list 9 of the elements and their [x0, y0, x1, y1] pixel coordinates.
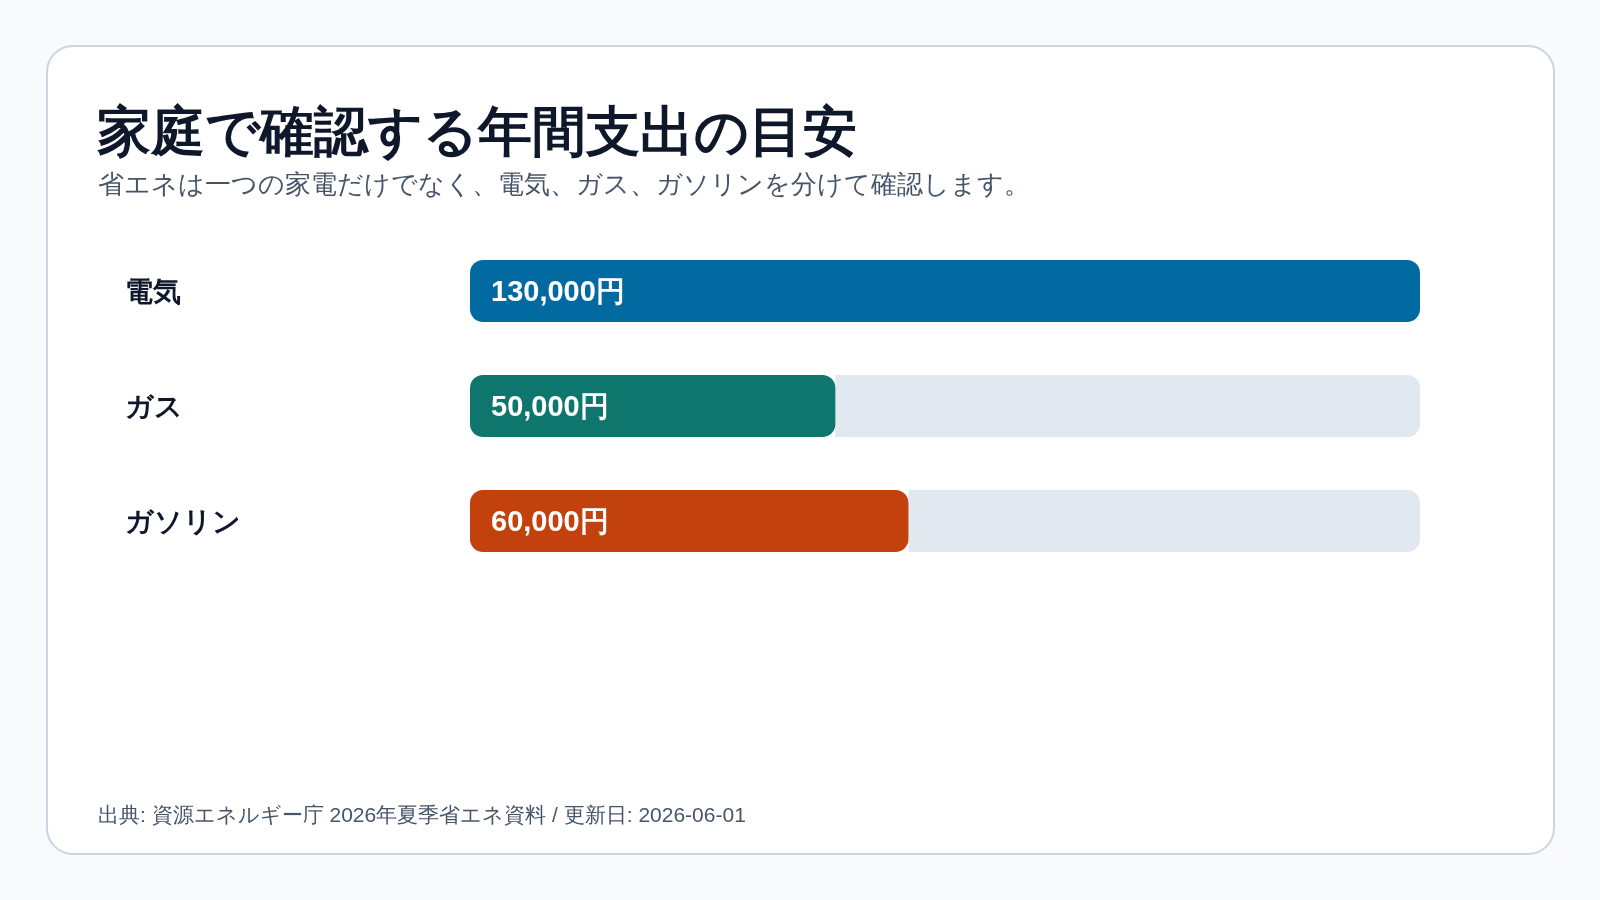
value-label: 130,000円 — [491, 275, 625, 307]
subtitle: 省エネは一つの家電だけでなく、電気、ガス、ガソリンを分けて確認します。 — [98, 169, 1030, 199]
category-label: 電気 — [125, 275, 181, 307]
value-label: 60,000円 — [491, 505, 609, 537]
category-label: ガソリン — [125, 505, 241, 537]
annotation: 出典: 資源エネルギー庁 2026年夏季省エネ資料 / 更新日: 2026-06-01 — [98, 803, 746, 826]
category-label: ガス — [125, 390, 183, 422]
value-label: 50,000円 — [491, 390, 609, 422]
title: 家庭で確認する年間支出の目安 — [97, 102, 857, 161]
